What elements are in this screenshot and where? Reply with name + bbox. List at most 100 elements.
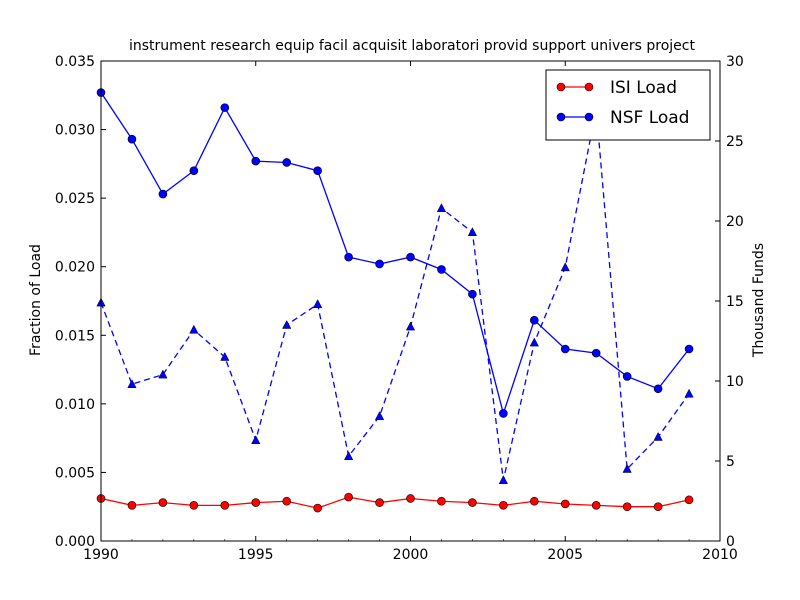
- data-point: [436, 203, 447, 212]
- data-point: [344, 492, 353, 502]
- y-right-tick-label: 5: [726, 454, 735, 470]
- legend-frame: [545, 69, 711, 141]
- data-point: [375, 498, 384, 507]
- y-left-axis-label: Fraction of Load: [28, 244, 44, 356]
- data-point: [468, 289, 477, 299]
- legend-label: ISI Load: [610, 78, 677, 98]
- data-point: [282, 496, 292, 506]
- data-point: [158, 189, 168, 199]
- series-line: [100, 496, 690, 509]
- data-point: [591, 501, 601, 510]
- plot-frame: [100, 60, 721, 542]
- legend-marker: [584, 82, 594, 92]
- data-point: [313, 299, 323, 308]
- data-point: [127, 379, 137, 388]
- data-point: [251, 498, 261, 507]
- legend: ISI Load NSF Load: [545, 69, 711, 141]
- series-0: [96, 492, 694, 513]
- data-point: [406, 494, 415, 503]
- data-point: [406, 252, 415, 262]
- y-left-tick-label: 0.035: [55, 54, 95, 70]
- data-point: [684, 388, 694, 398]
- legend-marker: [556, 82, 566, 92]
- y-left-tick-label: 0.005: [55, 465, 95, 481]
- data-point: [313, 166, 322, 176]
- data-point: [220, 103, 230, 112]
- data-point: [251, 156, 261, 166]
- y-right-axis-label: Thousand Funds: [751, 243, 767, 358]
- x-tick-label: 1990: [83, 547, 119, 563]
- data-point: [529, 496, 539, 506]
- data-point: [653, 431, 663, 441]
- series-line: [100, 108, 690, 481]
- series-2: [96, 103, 694, 484]
- axis-layer: 1990 1995 2000 2005 20100.0000.0050.0100.015…: [55, 54, 744, 563]
- data-point: [127, 134, 137, 144]
- data-point: [220, 501, 230, 510]
- y-right-tick-label: 0: [726, 534, 735, 550]
- data-point: [684, 344, 694, 354]
- chart-title: instrument research equip facil acquisit…: [129, 38, 695, 54]
- x-tick-label: 2000: [393, 547, 429, 563]
- data-point: [189, 324, 199, 334]
- data-point: [437, 496, 446, 506]
- data-point: [468, 498, 477, 507]
- data-point: [591, 348, 601, 358]
- data-point: [437, 265, 446, 274]
- data-point: [684, 495, 694, 505]
- series-1: [96, 88, 694, 418]
- data-point: [498, 475, 508, 484]
- legend-label: NSF Load: [610, 108, 689, 128]
- data-point: [313, 503, 322, 513]
- legend-entry: NSF Load: [556, 108, 689, 128]
- y-right-tick-label: 30: [726, 54, 744, 70]
- y-left-tick-label: 0.020: [55, 260, 95, 276]
- data-point: [622, 463, 632, 473]
- y-left-tick-label: 0.010: [55, 397, 95, 413]
- data-point: [374, 411, 385, 420]
- y-right-tick-label: 10: [726, 374, 744, 390]
- data-point: [282, 319, 292, 329]
- data-point: [499, 501, 508, 510]
- data-point: [158, 498, 168, 507]
- data-point: [251, 435, 261, 444]
- legend-marker: [584, 112, 594, 122]
- data-point: [529, 337, 539, 347]
- data-point: [653, 502, 663, 512]
- data-point: [282, 158, 292, 167]
- y-left-tick-label: 0.015: [55, 328, 95, 344]
- x-tick-label: 2005: [547, 547, 583, 563]
- data-point: [560, 499, 570, 509]
- data-point: [529, 315, 539, 325]
- y-right-tick-label: 15: [726, 294, 744, 310]
- data-point: [499, 409, 508, 418]
- data-point: [653, 384, 663, 394]
- data-point: [622, 372, 632, 381]
- series-layer: [96, 88, 694, 513]
- data-point: [344, 252, 353, 262]
- data-point: [127, 501, 137, 510]
- data-point: [622, 502, 632, 512]
- y-left-tick-label: 0.000: [55, 534, 95, 550]
- data-point: [560, 262, 570, 272]
- y-right-tick-label: 20: [726, 214, 744, 230]
- plot-area-background: [101, 61, 720, 541]
- data-point: [158, 369, 168, 379]
- data-point: [343, 451, 354, 460]
- data-point: [220, 351, 230, 361]
- y-left-tick-label: 0.025: [55, 191, 95, 207]
- series-line: [100, 92, 690, 416]
- data-point: [189, 166, 199, 176]
- data-point: [467, 227, 478, 236]
- x-tick-label: 2010: [702, 547, 738, 563]
- y-right-tick-label: 25: [726, 134, 744, 150]
- x-tick-label: 1995: [238, 547, 274, 563]
- y-left-tick-label: 0.030: [55, 123, 95, 139]
- legend-entry: ISI Load: [556, 78, 677, 98]
- data-point: [560, 344, 570, 354]
- data-point: [189, 501, 199, 510]
- data-point: [375, 259, 384, 269]
- data-point: [405, 321, 416, 331]
- legend-marker: [556, 112, 566, 122]
